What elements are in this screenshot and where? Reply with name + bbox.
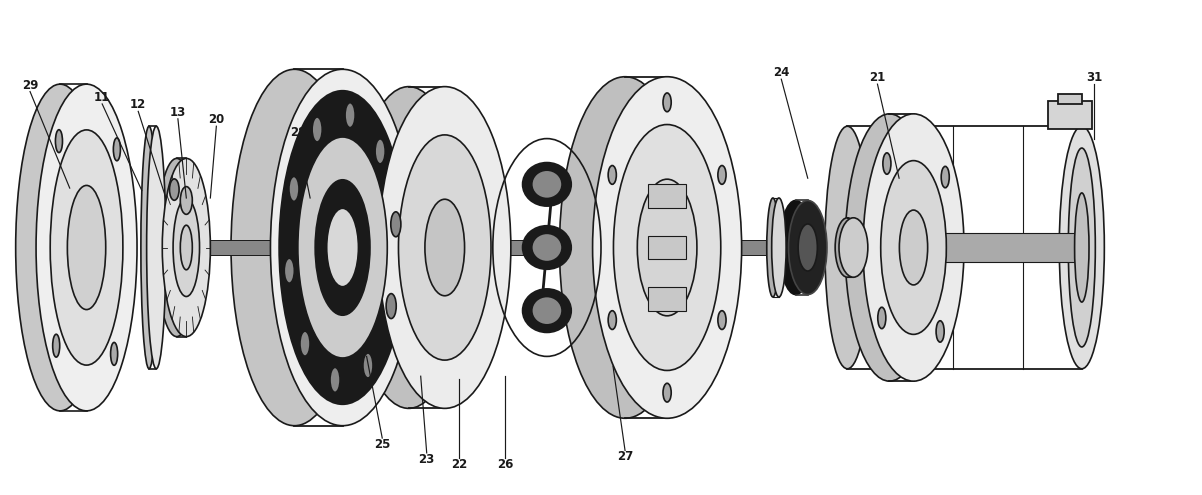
Text: 26: 26 [496, 458, 513, 471]
Ellipse shape [327, 208, 358, 287]
Ellipse shape [637, 179, 697, 316]
Ellipse shape [386, 294, 397, 319]
Ellipse shape [593, 77, 742, 418]
Text: 27: 27 [617, 450, 633, 463]
Ellipse shape [523, 226, 571, 269]
FancyBboxPatch shape [649, 184, 686, 208]
Ellipse shape [936, 321, 944, 342]
Text: 20: 20 [208, 113, 225, 126]
Ellipse shape [53, 334, 60, 357]
Ellipse shape [772, 198, 786, 297]
Ellipse shape [279, 91, 406, 404]
Ellipse shape [899, 210, 928, 285]
Ellipse shape [300, 331, 310, 356]
Ellipse shape [67, 186, 106, 309]
Ellipse shape [113, 138, 120, 161]
Ellipse shape [883, 153, 891, 174]
Ellipse shape [845, 114, 934, 381]
Ellipse shape [523, 162, 571, 206]
Ellipse shape [863, 114, 964, 381]
Text: 12: 12 [130, 99, 147, 111]
Ellipse shape [231, 69, 358, 426]
Ellipse shape [147, 126, 166, 369]
Ellipse shape [1069, 148, 1095, 347]
Ellipse shape [331, 367, 340, 393]
Ellipse shape [608, 165, 617, 184]
Ellipse shape [391, 212, 401, 237]
Text: 28: 28 [290, 126, 307, 139]
Ellipse shape [839, 218, 868, 277]
FancyBboxPatch shape [168, 240, 769, 255]
Ellipse shape [398, 135, 492, 360]
Text: 13: 13 [169, 106, 186, 119]
Ellipse shape [426, 199, 465, 296]
Ellipse shape [180, 187, 192, 214]
Ellipse shape [162, 158, 210, 337]
Text: 29: 29 [22, 79, 38, 92]
Ellipse shape [718, 311, 726, 330]
Ellipse shape [156, 158, 197, 337]
Ellipse shape [375, 139, 385, 164]
Ellipse shape [798, 224, 817, 271]
FancyBboxPatch shape [649, 287, 686, 311]
Ellipse shape [363, 353, 373, 378]
Ellipse shape [613, 125, 721, 370]
Ellipse shape [779, 200, 813, 295]
FancyBboxPatch shape [889, 233, 1082, 262]
FancyBboxPatch shape [1048, 101, 1091, 129]
Text: 11: 11 [94, 91, 111, 104]
Ellipse shape [379, 87, 511, 408]
FancyBboxPatch shape [649, 236, 686, 259]
Ellipse shape [169, 179, 179, 200]
Ellipse shape [270, 69, 415, 426]
Ellipse shape [180, 225, 192, 270]
Ellipse shape [881, 160, 946, 335]
Text: 31: 31 [1085, 71, 1102, 84]
Text: 23: 23 [418, 453, 435, 466]
Ellipse shape [298, 137, 387, 358]
Ellipse shape [288, 176, 299, 201]
Ellipse shape [559, 77, 691, 418]
Ellipse shape [664, 383, 671, 402]
Ellipse shape [941, 166, 950, 188]
Ellipse shape [284, 258, 294, 283]
Ellipse shape [531, 297, 563, 325]
Ellipse shape [173, 198, 200, 297]
Ellipse shape [767, 198, 779, 297]
Ellipse shape [664, 93, 671, 112]
Text: 22: 22 [451, 458, 468, 471]
Ellipse shape [877, 307, 886, 329]
Ellipse shape [111, 343, 118, 365]
Text: 24: 24 [773, 66, 790, 79]
Ellipse shape [1075, 193, 1089, 302]
Ellipse shape [835, 218, 859, 277]
Ellipse shape [718, 165, 726, 184]
Ellipse shape [608, 311, 617, 330]
Text: 21: 21 [869, 71, 886, 84]
Ellipse shape [50, 130, 123, 365]
Ellipse shape [141, 126, 157, 369]
Ellipse shape [351, 87, 466, 408]
Ellipse shape [36, 84, 137, 411]
Ellipse shape [531, 170, 563, 198]
Ellipse shape [55, 130, 63, 152]
FancyBboxPatch shape [1058, 94, 1082, 104]
Ellipse shape [345, 102, 355, 128]
Ellipse shape [16, 84, 105, 411]
Ellipse shape [825, 126, 870, 369]
Ellipse shape [523, 289, 571, 333]
Ellipse shape [531, 233, 563, 262]
Ellipse shape [315, 180, 370, 315]
Ellipse shape [313, 117, 322, 142]
Text: 25: 25 [374, 438, 391, 451]
Ellipse shape [789, 200, 827, 295]
Ellipse shape [1059, 126, 1105, 369]
